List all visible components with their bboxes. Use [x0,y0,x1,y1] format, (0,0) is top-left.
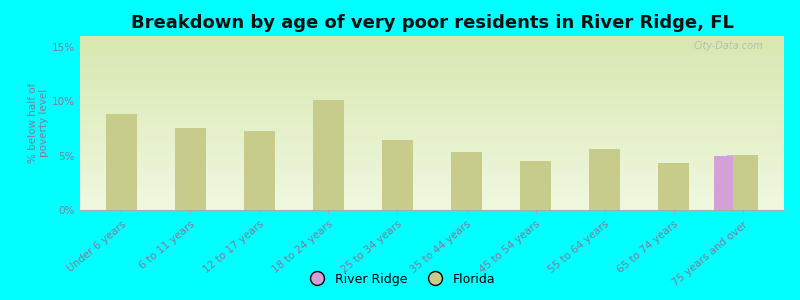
Bar [382,140,413,210]
Text: City-Data.com: City-Data.com [694,41,763,51]
Bar [520,161,551,210]
Bar [658,163,689,210]
Bar [727,154,758,210]
Y-axis label: % below half of
poverty level: % below half of poverty level [28,83,50,163]
Title: Breakdown by age of very poor residents in River Ridge, FL: Breakdown by age of very poor residents … [130,14,734,32]
Bar [244,130,275,210]
Legend: River Ridge, Florida: River Ridge, Florida [300,268,500,291]
Bar [714,156,733,210]
Bar [313,100,344,210]
Bar [106,114,137,210]
Bar [175,128,206,210]
Bar [451,152,482,210]
Bar [589,149,620,210]
